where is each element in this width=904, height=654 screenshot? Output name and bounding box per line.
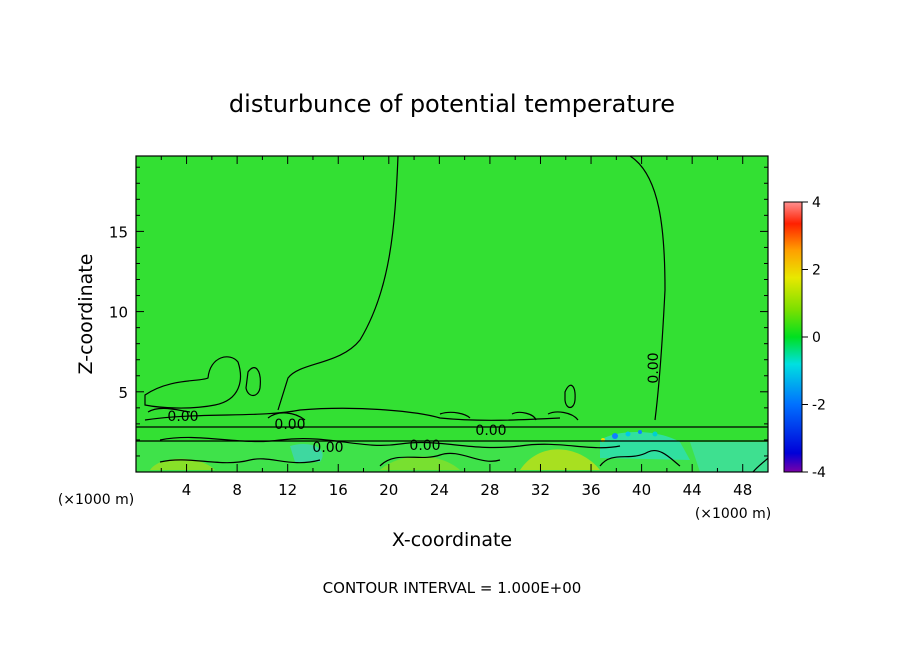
x-tick-label: 12 bbox=[278, 481, 297, 499]
contour-line bbox=[379, 452, 501, 467]
x-tick-label: 4 bbox=[182, 481, 192, 499]
x-tick-label: 48 bbox=[733, 481, 752, 499]
contour-line bbox=[159, 458, 321, 464]
contour-line bbox=[511, 411, 537, 421]
field-cool-patch bbox=[290, 443, 323, 462]
x-tick-label: 28 bbox=[480, 481, 499, 499]
x-tick-label: 20 bbox=[379, 481, 398, 499]
y-axis-label: Z-coordinate bbox=[75, 254, 97, 375]
contour-line bbox=[159, 436, 621, 449]
contour-line bbox=[564, 384, 576, 409]
contour-label-group: 0.00 bbox=[167, 409, 198, 425]
contour-line bbox=[144, 407, 561, 421]
y-tick-label: 15 bbox=[109, 223, 128, 241]
field-cool-patch bbox=[690, 442, 768, 472]
x-axis: 4 8 12 16 20 24 28 32 36 40 44 48 bbox=[160, 156, 752, 499]
field-speck bbox=[612, 433, 618, 439]
contour-line bbox=[277, 156, 399, 411]
colorbar-ticks: 4 2 0 -2 -4 bbox=[802, 195, 826, 481]
contour-line bbox=[439, 411, 471, 419]
contour-label: 0.00 bbox=[274, 417, 305, 433]
contour-label-group: 0.00 bbox=[475, 423, 506, 439]
colorbar-tick-label: -2 bbox=[812, 398, 826, 414]
x-axis-label: X-coordinate bbox=[392, 529, 512, 551]
contour-label: 0.00 bbox=[167, 409, 198, 425]
contour-label-group: 0.00 bbox=[409, 438, 440, 454]
field-speck bbox=[652, 431, 658, 437]
contour-labels: 0.00 0.00 0.00 0.00 0.00 0.00 bbox=[167, 352, 662, 456]
colorbar-tick-label: 2 bbox=[812, 263, 821, 279]
contour-label-group: 0.00 bbox=[312, 440, 343, 456]
contour-line bbox=[144, 356, 241, 409]
x-tick-label: 44 bbox=[683, 481, 702, 499]
y-tick-label: 5 bbox=[118, 384, 128, 402]
contour-line bbox=[267, 412, 306, 421]
contour-line bbox=[752, 457, 768, 472]
colorbar bbox=[783, 201, 803, 473]
contour-label: 0.00 bbox=[409, 438, 440, 454]
field-cool-patch bbox=[600, 431, 690, 460]
field-speck bbox=[638, 430, 642, 434]
x-tick-label: 32 bbox=[531, 481, 550, 499]
x-tick-label: 40 bbox=[632, 481, 651, 499]
x-unit-right: (×1000 m) bbox=[695, 506, 771, 522]
x-tick-label: 16 bbox=[329, 481, 348, 499]
contour-label: 0.00 bbox=[312, 440, 343, 456]
field-background bbox=[136, 156, 768, 472]
x-tick-label: 8 bbox=[232, 481, 242, 499]
colorbar-tick-label: -4 bbox=[812, 465, 826, 481]
contour-label: 0.00 bbox=[646, 352, 662, 383]
field-warm-patch bbox=[150, 458, 215, 470]
chart-title: disturbunce of potential temperature bbox=[229, 90, 675, 118]
contour-line bbox=[547, 411, 579, 421]
plot-area bbox=[136, 156, 768, 472]
contour-label-group: 0.00 bbox=[274, 417, 305, 433]
field-speck bbox=[625, 431, 631, 437]
colorbar-tick-label: 4 bbox=[812, 195, 821, 211]
x-tick-label: 24 bbox=[430, 481, 449, 499]
contour-label: 0.00 bbox=[475, 423, 506, 439]
x-tick-label: 36 bbox=[581, 481, 600, 499]
field-warm-patch bbox=[380, 456, 460, 470]
y-axis: 5 10 15 bbox=[109, 166, 768, 457]
y-tick-label: 10 bbox=[109, 304, 128, 322]
plot-frame bbox=[135, 155, 769, 473]
colorbar-tick-label: 0 bbox=[812, 330, 821, 346]
contour-label-group: 0.00 bbox=[646, 352, 662, 383]
contour-line bbox=[245, 367, 261, 397]
contour-interval-note: CONTOUR INTERVAL = 1.000E+00 bbox=[323, 579, 582, 597]
contour-line bbox=[147, 407, 191, 413]
x-unit-left: (×1000 m) bbox=[58, 492, 134, 508]
contour-line bbox=[629, 156, 666, 421]
contour-line bbox=[599, 450, 681, 467]
